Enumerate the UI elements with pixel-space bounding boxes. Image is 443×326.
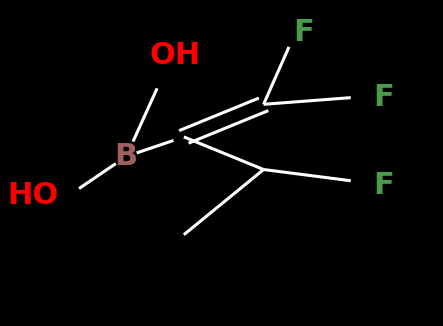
Text: OH: OH [149, 41, 201, 70]
Text: F: F [293, 18, 314, 47]
Text: B: B [115, 142, 138, 171]
Text: F: F [373, 171, 393, 200]
Text: F: F [373, 83, 393, 112]
Text: HO: HO [8, 181, 59, 210]
